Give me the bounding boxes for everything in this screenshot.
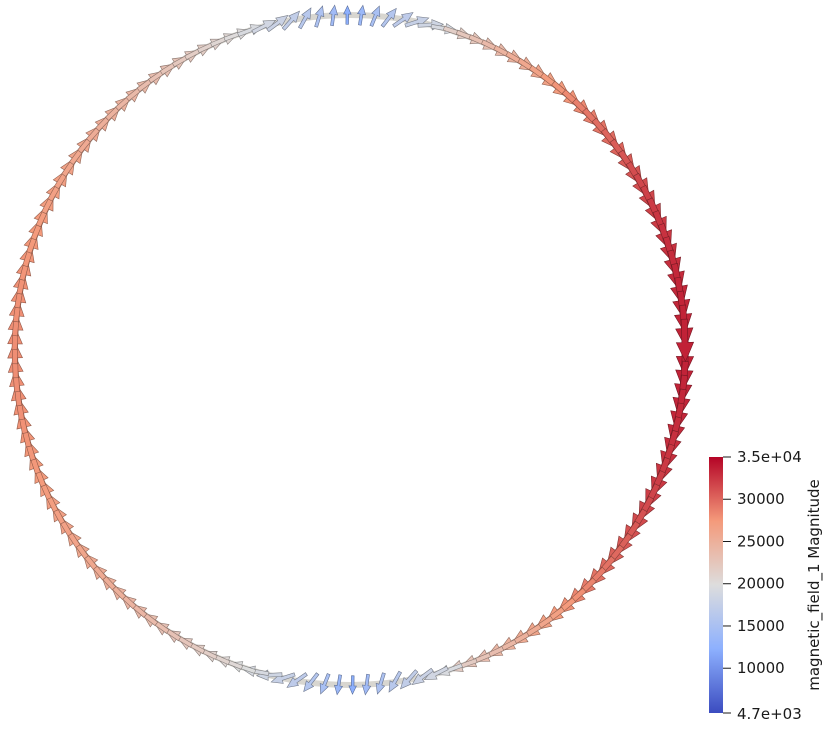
field-arrow-glyph	[328, 4, 339, 27]
field-arrow-glyph	[400, 669, 419, 690]
colorbar-tick-label: 30000	[737, 490, 785, 508]
colorbar-tick-label: 25000	[737, 532, 785, 550]
field-arrow-glyph	[303, 672, 320, 693]
colorbar-gradient	[709, 457, 723, 713]
colorbar-title: magnetic_field_1 Magnitude	[805, 479, 824, 691]
colorbar-tick-label: 20000	[737, 575, 785, 593]
field-arrow-glyph	[380, 7, 397, 28]
field-arrow-glyph	[281, 10, 300, 31]
colorbar-tick-label: 10000	[737, 659, 785, 677]
field-arrow-glyph	[411, 667, 434, 686]
field-arrow-glyph	[388, 670, 403, 693]
field-arrow-glyph	[348, 675, 357, 695]
field-arrow-glyph	[334, 674, 344, 696]
field-arrow-glyph	[392, 12, 414, 28]
field-arrow-glyph	[251, 19, 277, 35]
colorbar-max-label: 3.5e+04	[737, 448, 802, 466]
colorbar-min-label: 4.7e+03	[737, 705, 802, 723]
field-arrow-glyph	[319, 673, 331, 695]
field-arrow-glyph	[286, 672, 308, 688]
colorbar-ticks: 3.5e+04 4.7e+03 30000 25000 20000 15000 1000…	[723, 448, 802, 723]
field-arrow-glyph	[266, 14, 289, 33]
field-arrow-glyph	[297, 7, 312, 30]
field-arrow-glyph	[361, 673, 372, 696]
colorbar-tick-label: 15000	[737, 617, 785, 635]
field-arrow-glyph	[375, 672, 386, 695]
field-arrow-glyph	[675, 318, 695, 363]
field-arrow-glyph	[343, 5, 352, 25]
field-arrow-glyph	[369, 5, 381, 27]
field-arrow-glyph	[356, 4, 366, 26]
field-arrow-glyph	[423, 665, 449, 681]
field-arrow-glyph	[314, 5, 325, 28]
